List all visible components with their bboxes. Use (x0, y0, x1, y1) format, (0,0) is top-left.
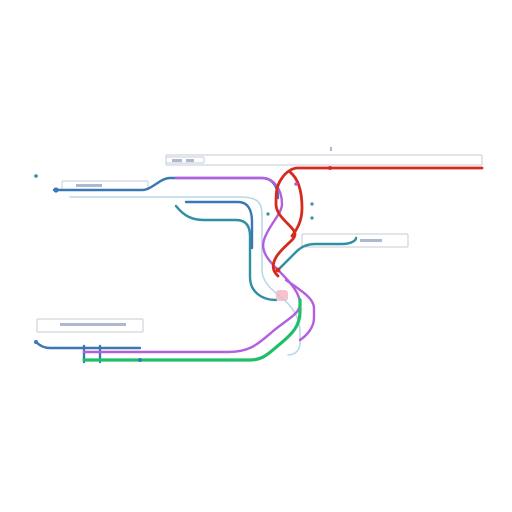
label-boxes (36, 154, 483, 333)
line-blue-bottom (34, 340, 142, 350)
label-box-top-left (165, 156, 205, 164)
glyph-mark (76, 184, 102, 187)
label-glyph-marks (60, 147, 382, 326)
glyph-mark (360, 239, 382, 242)
station-dot (294, 182, 298, 186)
station-ticks (34, 166, 332, 362)
glyph-mark (60, 323, 126, 326)
station-dot (310, 202, 314, 206)
station-dot (34, 340, 38, 344)
line-red-inner (288, 170, 304, 238)
station-dot (138, 358, 142, 362)
label-box-top (165, 154, 483, 166)
glyph-mark (186, 159, 194, 162)
line-teal (174, 204, 278, 302)
line-blue-lower (184, 200, 254, 250)
label-box-left (61, 180, 149, 191)
station-dot (275, 267, 281, 273)
glyph-mark (172, 159, 182, 162)
interchange-marker (276, 290, 288, 301)
station-dot (328, 166, 332, 170)
station-dot (266, 212, 270, 216)
line-teal-branch (278, 236, 358, 270)
line-purple (82, 176, 302, 354)
line-red (271, 166, 484, 278)
station-dot (34, 174, 38, 178)
line-green (82, 298, 302, 362)
line-purple-loop (284, 278, 316, 342)
glyph-mark (330, 147, 332, 151)
station-dot (310, 216, 314, 220)
station-dot (53, 187, 59, 193)
